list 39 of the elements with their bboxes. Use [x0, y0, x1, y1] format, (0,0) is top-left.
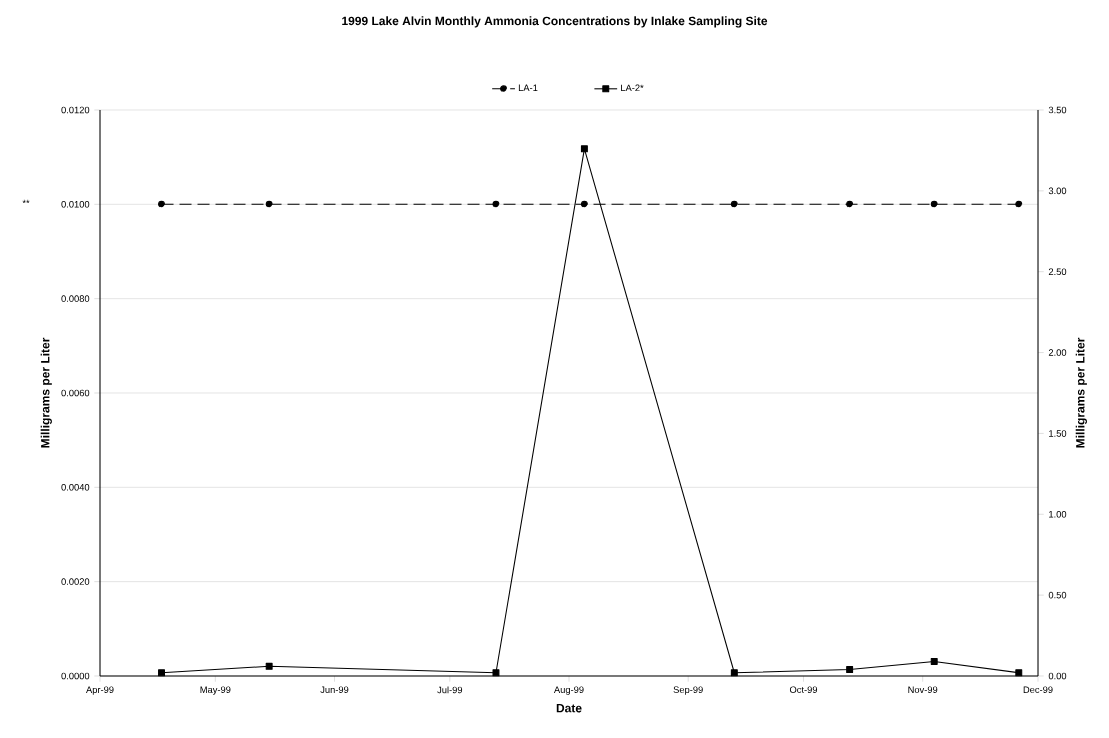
- y-tick-label: 0.0100: [61, 201, 90, 208]
- x-tick-label: Aug-99: [553, 686, 584, 695]
- y2-axis-title: Milligrams per Liter: [1075, 337, 1087, 448]
- chart-title: 1999 Lake Alvin Monthly Ammonia Concentrations by Inlake Sampling Site: [342, 16, 768, 28]
- y-axis-title: Milligrams per Liter: [40, 337, 52, 448]
- x-tick-label: Oct-99: [789, 686, 818, 693]
- point: [158, 669, 165, 677]
- y2-tick-label: 3.50: [1048, 106, 1067, 114]
- x-tick-label: Apr-99: [86, 686, 114, 695]
- y-tick-label: 0.0020: [61, 578, 90, 585]
- legend-label: LA-1: [518, 84, 538, 92]
- point: [730, 669, 738, 677]
- y2-tick-label: 2.00: [1048, 349, 1067, 356]
- y2-tick-label: 1.00: [1049, 510, 1067, 518]
- x-tick-label: Nov-99: [908, 686, 938, 693]
- y-tick-label: 0.0120: [61, 106, 90, 114]
- y2-tick-label: 2.50: [1048, 268, 1067, 275]
- point: [265, 662, 273, 670]
- y-tick-label: 0.0000: [61, 672, 90, 680]
- point: [930, 657, 938, 665]
- x-tick-label: May-99: [200, 686, 231, 695]
- point: [492, 669, 500, 677]
- legend-label: LA-2*: [621, 84, 644, 92]
- y2-tick-label: 1.50: [1049, 430, 1067, 437]
- x-axis-title: Date: [556, 703, 582, 713]
- y2-tick-label: 0.00: [1048, 672, 1067, 680]
- x-tick-label: Jul-99: [437, 686, 463, 694]
- point: [1015, 669, 1023, 677]
- x-tick-label: Dec-99: [1023, 686, 1053, 693]
- point: [580, 145, 588, 153]
- y-tick-label: 0.0080: [61, 295, 90, 302]
- x-tick-label: Jun-99: [320, 686, 349, 693]
- y-tick-label: 0.0060: [61, 389, 90, 397]
- y-tick-label: 0.0040: [61, 484, 90, 491]
- text: **: [22, 199, 30, 204]
- x-tick-label: Sep-99: [673, 686, 703, 695]
- point: [846, 666, 854, 673]
- y2-tick-label: 3.00: [1048, 187, 1067, 195]
- y2-tick-label: 0.50: [1048, 591, 1067, 599]
